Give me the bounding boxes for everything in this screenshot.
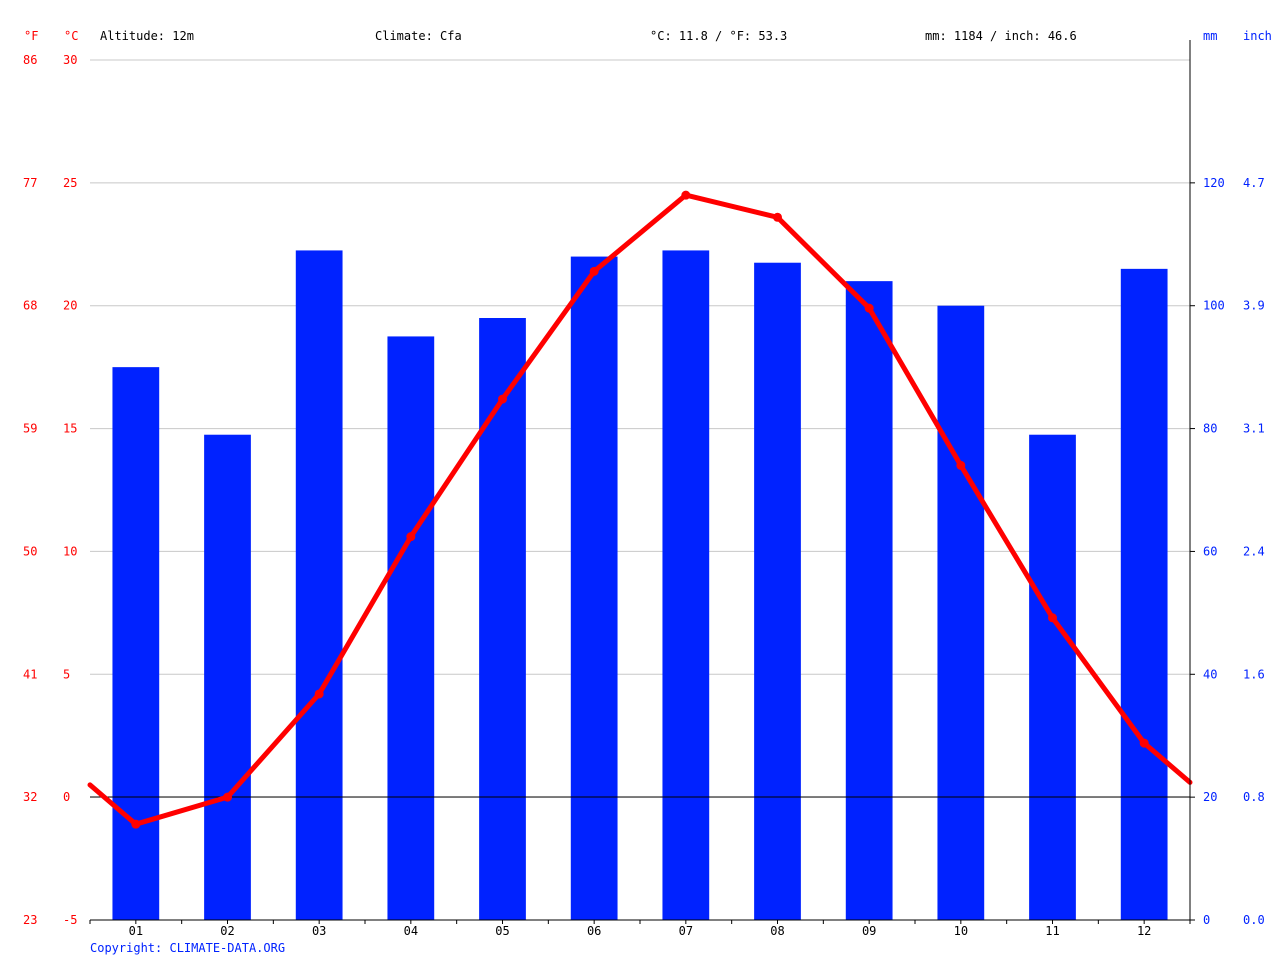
- mm-tick-label: 120: [1203, 176, 1225, 190]
- fahrenheit-tick-label: 59: [23, 422, 37, 436]
- mm-tick-label: 60: [1203, 544, 1217, 558]
- temperature-point: [864, 303, 874, 313]
- celsius-tick-label: 20: [63, 299, 77, 313]
- month-tick-label: 10: [954, 924, 968, 938]
- precipitation-bar: [387, 336, 435, 920]
- fahrenheit-tick-label: 23: [23, 913, 37, 927]
- temperature-point: [589, 266, 599, 276]
- fahrenheit-tick-label: 41: [23, 667, 37, 681]
- celsius-tick-label: 10: [63, 544, 77, 558]
- temperature-point: [1139, 738, 1149, 748]
- precipitation-bar: [112, 367, 160, 921]
- precipitation-bar: [1029, 434, 1076, 920]
- temperature-point: [681, 190, 691, 200]
- precipitation-bar: [204, 434, 251, 920]
- temperature-average-label: °C: 11.8 / °F: 53.3: [650, 29, 787, 43]
- mm-tick-label: 40: [1203, 667, 1217, 681]
- precipitation-bar: [845, 281, 893, 921]
- temperature-line-path: [87, 192, 1193, 827]
- temperature-point: [773, 212, 782, 222]
- precipitation-bar: [1120, 268, 1168, 920]
- precipitation-bar: [754, 262, 801, 920]
- celsius-tick-label: 0: [63, 790, 70, 804]
- precipitation-bar: [479, 318, 526, 920]
- gridlines: [90, 59, 1190, 798]
- mm-tick-label: 100: [1203, 299, 1225, 313]
- inch-tick-label: 1.6: [1243, 667, 1265, 681]
- inch-unit-label: inch: [1243, 29, 1272, 43]
- mm-tick-label: 80: [1203, 422, 1217, 436]
- month-tick-label: 01: [129, 924, 143, 938]
- month-tick-label: 08: [770, 924, 784, 938]
- month-tick-label: 12: [1137, 924, 1151, 938]
- inch-tick-label: 0.0: [1243, 913, 1265, 927]
- celsius-tick-label: 30: [63, 53, 77, 67]
- copyright-link[interactable]: Copyright: CLIMATE-DATA.ORG: [90, 941, 285, 955]
- temperature-point: [131, 819, 141, 829]
- fahrenheit-tick-label: 50: [23, 544, 37, 558]
- temperature-point: [406, 532, 416, 542]
- month-tick-label: 11: [1045, 924, 1059, 938]
- mm-tick-label: 20: [1203, 790, 1217, 804]
- precipitation-total-label: mm: 1184 / inch: 46.6: [925, 29, 1077, 43]
- temperature-line: [87, 190, 1193, 829]
- inch-tick-label: 3.9: [1243, 299, 1265, 313]
- precipitation-bar: [937, 305, 985, 920]
- axes: -5 23 0 32 5 41 10 50 15 59 20 68 25 77 30 86 0 0.0 20 0.8 4…: [23, 40, 1265, 938]
- month-tick-label: 07: [679, 924, 693, 938]
- precipitation-bar: [295, 250, 343, 920]
- temperature-point: [956, 460, 966, 470]
- climate-label: Climate: Cfa: [375, 29, 462, 43]
- fahrenheit-tick-label: 86: [23, 53, 37, 67]
- celsius-tick-label: 5: [63, 667, 70, 681]
- mm-unit-label: mm: [1203, 29, 1217, 43]
- temperature-point: [1048, 613, 1057, 623]
- celsius-tick-label: 25: [63, 176, 77, 190]
- fahrenheit-tick-label: 32: [23, 790, 37, 804]
- month-tick-label: 09: [862, 924, 876, 938]
- inch-tick-label: 2.4: [1243, 544, 1265, 558]
- month-tick-label: 03: [312, 924, 326, 938]
- precipitation-bar: [570, 256, 618, 921]
- temperature-point: [314, 689, 324, 699]
- celsius-unit-label: °C: [64, 29, 78, 43]
- month-tick-label: 04: [404, 924, 418, 938]
- inch-tick-label: 0.8: [1243, 790, 1265, 804]
- fahrenheit-tick-label: 77: [23, 176, 37, 190]
- fahrenheit-unit-label: °F: [24, 29, 38, 43]
- month-tick-label: 05: [495, 924, 509, 938]
- temperature-point: [498, 394, 507, 404]
- temperature-point: [223, 792, 232, 802]
- celsius-tick-label: -5: [63, 913, 77, 927]
- month-tick-label: 02: [220, 924, 234, 938]
- month-tick-label: 06: [587, 924, 601, 938]
- fahrenheit-tick-label: 68: [23, 299, 37, 313]
- altitude-label: Altitude: 12m: [100, 29, 194, 43]
- precipitation-bars: [112, 250, 1168, 921]
- inch-tick-label: 4.7: [1243, 176, 1265, 190]
- mm-tick-label: 0: [1203, 913, 1210, 927]
- celsius-tick-label: 15: [63, 422, 77, 436]
- inch-tick-label: 3.1: [1243, 422, 1265, 436]
- precipitation-bar: [662, 250, 710, 920]
